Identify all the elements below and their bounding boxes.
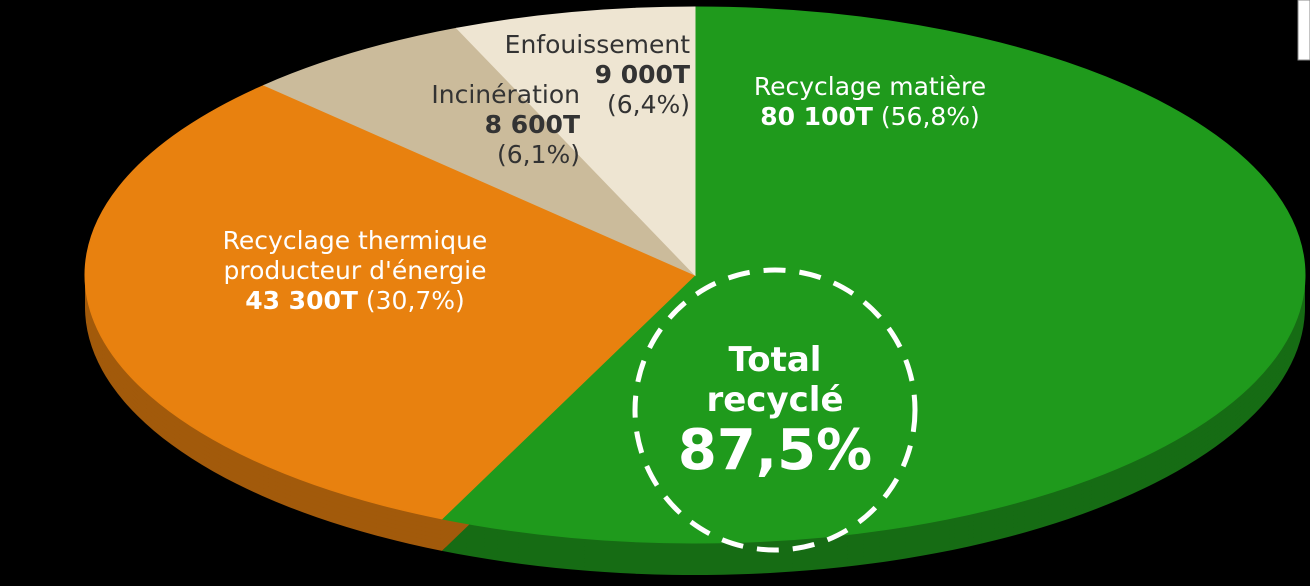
- value-label: 80 100T: [760, 102, 873, 131]
- infographic: Recyclage matière80 100T (56,8%)Recyclag…: [0, 0, 1310, 586]
- value-label: 9 000T: [420, 60, 690, 90]
- value-line: 43 300T (30,7%): [170, 286, 540, 316]
- frame-edge: [1298, 0, 1310, 60]
- category-name: Recyclage thermique producteur d'énergie: [170, 226, 540, 286]
- total-block: Total recyclé 87,5%: [655, 340, 895, 482]
- percent-label: (30,7%): [366, 286, 465, 315]
- total-label: recyclé: [655, 380, 895, 420]
- category-name: Recyclage matière: [700, 72, 1040, 102]
- value-line: 80 100T (56,8%): [700, 102, 1040, 132]
- slice-label: Recyclage thermique producteur d'énergie…: [170, 226, 540, 316]
- total-label: Total: [655, 340, 895, 380]
- category-name: Enfouissement: [420, 30, 690, 60]
- percent-label: (6,1%): [300, 140, 580, 170]
- value-label: 43 300T: [245, 286, 358, 315]
- total-value: 87,5%: [655, 420, 895, 482]
- percent-label: (6,4%): [420, 90, 690, 120]
- percent-label: (56,8%): [881, 102, 980, 131]
